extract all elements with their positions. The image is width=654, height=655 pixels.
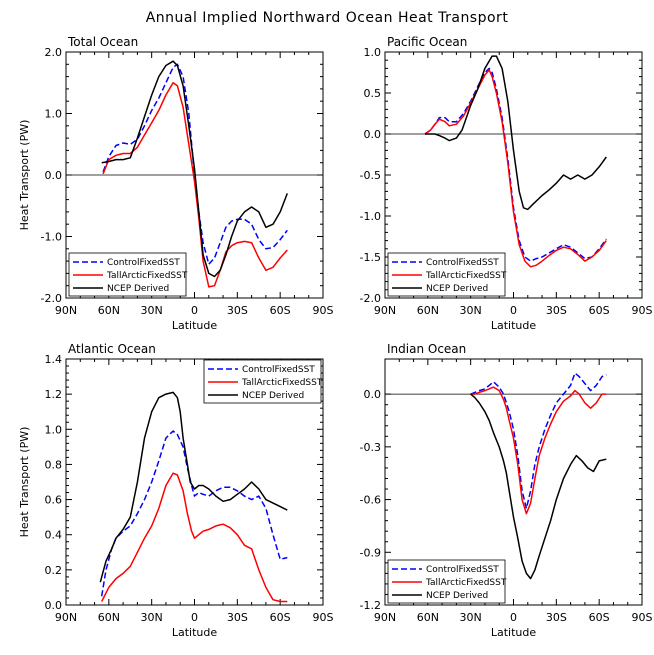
y-tick-label: -1.5 [360,251,381,264]
x-tick-label: 60N [417,304,439,317]
legend-label: TallArcticFixedSST [425,578,507,588]
x-tick-label: 90S [632,611,653,624]
y-tick-label: 0.2 [45,564,63,577]
x-tick-label: 90N [55,611,77,624]
panel-indian-ocean: 90N 60N 30N 0 30S 60S 90S -1.2 -0.9 -0.6 -0.3 0.0 In… [360,342,653,639]
y-tick-label: 1.0 [45,423,63,436]
x-tick-label: 30S [546,611,567,624]
x-tick-label: 60N [98,304,120,317]
x-tick-label: 60S [589,304,610,317]
x-tick-label: 0 [510,611,517,624]
legend-label: ControlFixedSST [242,365,315,375]
x-tick-label: 60N [98,611,120,624]
x-axis-label: Latitude [172,319,218,332]
y-tick-label: 0.4 [45,529,63,542]
x-tick-label: 30N [460,304,482,317]
y-tick-label: 1.0 [45,108,63,121]
panel-title: Total Ocean [67,35,138,49]
legend-label: ControlFixedSST [426,258,499,268]
legend: ControlFixedSST TallArcticFixedSST NCEP De… [68,252,188,297]
x-tick-label: 0 [191,304,198,317]
y-tick-label: 1.4 [45,353,63,366]
panel-pacific-ocean: 90N 60N 30N 0 30S 60S 90S -2.0 -1.5 -1.0 -0.5 0.0 0.… [360,35,653,332]
x-tick-label: 90S [632,304,653,317]
x-tick-label: 30N [460,611,482,624]
legend-label: TallArcticFixedSST [106,271,188,281]
x-tick-label: 30N [141,304,163,317]
y-tick-label: 1.2 [45,388,63,401]
y-tick-label: 0.6 [45,494,63,507]
legend-label: NCEP Derived [426,284,488,294]
legend-label: NCEP Derived [242,391,304,401]
y-tick-label: -0.6 [360,494,381,507]
series-line-ncep-derived [425,55,607,211]
y-tick-label: 0.0 [364,388,382,401]
x-tick-label: 30S [227,304,248,317]
x-tick-label: 60S [270,304,291,317]
x-tick-label: 90S [313,304,334,317]
series-line-tallarcticfixedsst [424,69,607,268]
panel-title: Indian Ocean [387,342,466,356]
x-tick-label: 90N [374,611,396,624]
series-line-controlfixedsst [102,63,288,265]
y-tick-label: 0.0 [45,599,63,612]
panel-title: Atlantic Ocean [68,342,156,356]
series-line-ncep-derived [470,393,607,580]
x-axis-label: Latitude [491,319,537,332]
x-tick-label: 90N [374,304,396,317]
legend: ControlFixedSST TallArcticFixedSST NCEP De… [203,359,323,404]
y-tick-label: 1.0 [364,46,382,59]
series-line-ncep-derived [101,60,289,278]
x-tick-label: 90S [313,611,334,624]
x-tick-label: 60S [589,611,610,624]
x-tick-label: 30S [546,304,567,317]
legend-label: TallArcticFixedSST [425,271,507,281]
x-tick-label: 30S [227,611,248,624]
figure-title: Annual Implied Northward Ocean Heat Tran… [146,10,509,26]
y-tick-label: -0.9 [360,546,381,559]
legend-label: ControlFixedSST [107,258,180,268]
x-axis-label: Latitude [172,626,218,639]
x-tick-label: 30N [141,611,163,624]
legend-label: TallArcticFixedSST [241,378,323,388]
series-line-tallarcticfixedsst [102,82,288,288]
y-tick-label: 0.5 [364,87,382,100]
legend-label: ControlFixedSST [426,565,499,575]
legend: ControlFixedSST TallArcticFixedSST NCEP De… [387,559,507,604]
x-axis-label: Latitude [491,626,537,639]
series-line-controlfixedsst [470,372,607,510]
y-axis-label: Heat Transport (PW) [18,427,31,538]
y-tick-label: -2.0 [360,292,381,305]
series-line-tallarcticfixedsst [101,472,288,603]
panel-total-ocean: 90N 60N 30N 0 30S 60S 90S -2.0 -1.0 0.0 1.0 2.0 Tota… [18,35,334,332]
x-tick-label: 0 [510,304,517,317]
series-line-ncep-derived [99,391,288,583]
y-tick-label: -2.0 [41,292,62,305]
x-tick-label: 90N [55,304,77,317]
series-line-tallarcticfixedsst [470,386,607,515]
y-tick-label: -1.0 [360,210,381,223]
x-tick-label: 60S [270,611,291,624]
y-tick-label: 0.0 [364,128,382,141]
x-tick-label: 60N [417,611,439,624]
y-axis-label: Heat Transport (PW) [18,120,31,231]
legend-label: NCEP Derived [426,591,488,601]
y-tick-label: -1.0 [41,231,62,244]
panel-atlantic-ocean: 90N 60N 30N 0 30S 60S 90S 0.0 0.2 0.4 0.6 0.8 1.0 1.2… [18,342,334,639]
y-tick-label: 0.8 [45,458,63,471]
y-tick-label: 0.0 [45,169,63,182]
legend-label: NCEP Derived [107,284,169,294]
y-tick-label: 2.0 [45,46,63,59]
x-tick-label: 0 [191,611,198,624]
series-line-controlfixedsst [100,430,288,597]
panel-title: Pacific Ocean [387,35,467,49]
legend: ControlFixedSST TallArcticFixedSST NCEP De… [387,252,507,297]
y-tick-label: -0.5 [360,169,381,182]
y-tick-label: -1.2 [360,599,381,612]
y-tick-label: -0.3 [360,441,381,454]
